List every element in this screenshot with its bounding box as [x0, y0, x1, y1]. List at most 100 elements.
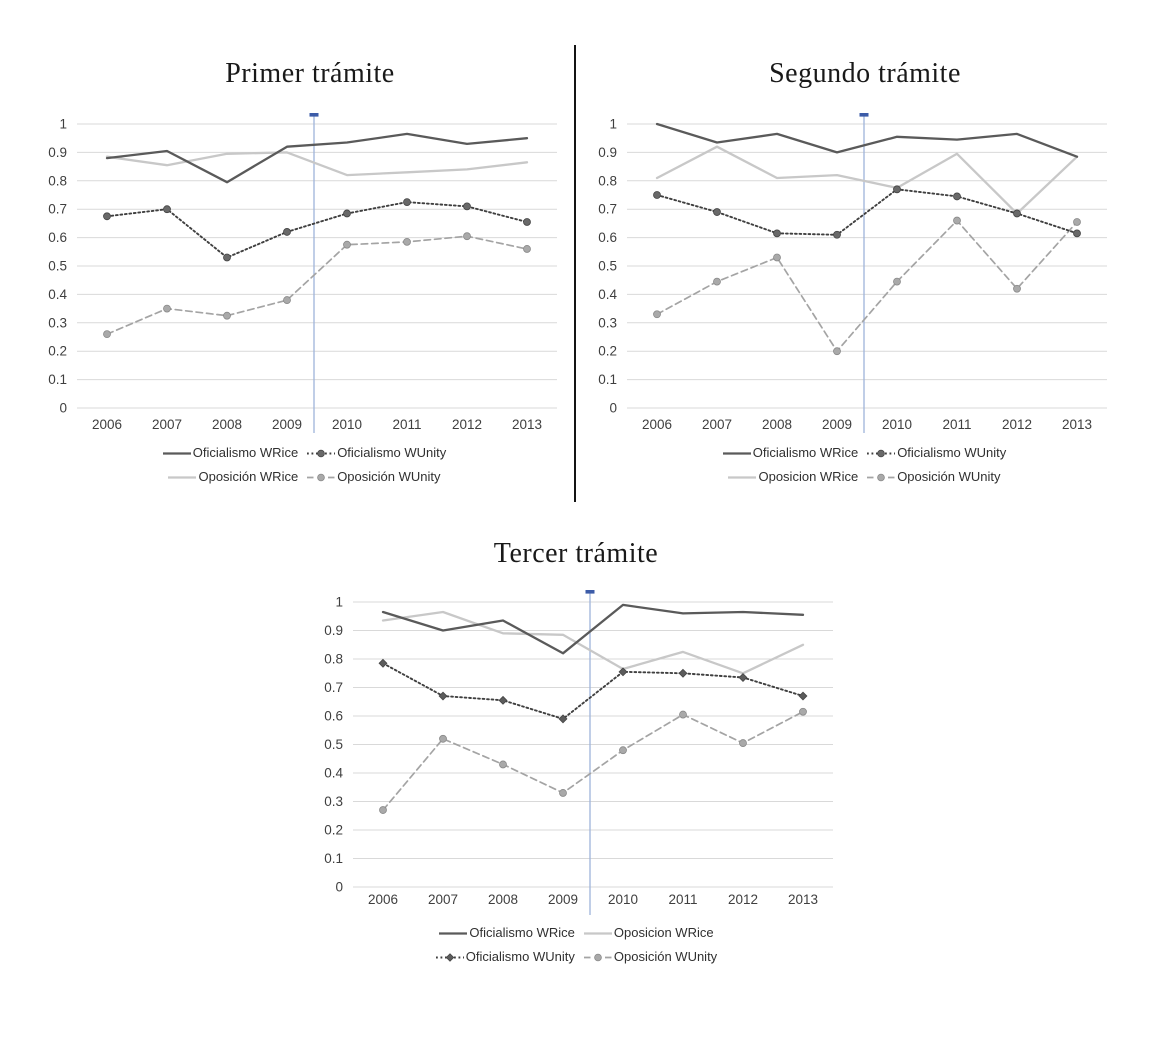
panel-divider-line	[574, 45, 576, 502]
legend-item-oposici-n-wunity: Oposición WUnity	[583, 949, 717, 965]
legend-swatch-solid	[162, 452, 191, 455]
legend-label: Oficialismo WUnity	[897, 445, 1007, 460]
series-line-oposici-n-wunity	[382, 710, 804, 811]
y-tick-label: 0.6	[324, 709, 343, 724]
series-marker-oposici-n-wunity	[499, 760, 507, 769]
legend-swatch-marker	[445, 953, 455, 962]
x-tick-label: 2009	[822, 417, 852, 432]
chart-segundo-tramite: Segundo trámite 1 0.9 0.8 0.7 0.6 0.5 0.4 0.3 0.…	[576, 40, 1152, 510]
series-marker-oposici-n-wunity	[559, 789, 567, 797]
series-line-oposici-n-wunity	[656, 219, 1078, 353]
series-marker-oficialismo-wunity	[283, 228, 291, 236]
legend-item-oficialismo-wrice: Oficialismo WRice	[162, 445, 298, 461]
y-tick-label: 0.4	[324, 766, 343, 781]
legend-item-oficialismo-wrice: Oficialismo WRice	[722, 445, 858, 461]
series-marker-oposici-n-wunity	[653, 310, 661, 319]
x-tick-label: 2013	[788, 892, 818, 907]
legend-swatch-dotted	[435, 953, 464, 962]
y-tick-label: 0.7	[598, 202, 617, 217]
y-tick-label: 0.4	[48, 287, 67, 302]
y-tick-label: 0.5	[324, 737, 343, 752]
y-tick-label: 0.8	[324, 652, 343, 667]
series-marker-oficialismo-wunity	[343, 209, 351, 218]
y-tick-label: 0.6	[48, 230, 67, 245]
series-marker-oposici-n-wunity	[739, 739, 747, 747]
legend-row: Oficialismo WRice Oposicion WRice	[288, 925, 864, 941]
chart-title: Primer trámite	[225, 58, 395, 89]
series-marker-oficialismo-wunity	[798, 691, 808, 701]
series-marker-oposici-n-wunity	[223, 311, 231, 320]
y-tick-label: 1	[59, 117, 67, 132]
chart-primer-tramite: Primer trámite 1 0.9 0.8 0.7 0.6 0.5 0.4 0.3 0.2…	[0, 40, 576, 510]
x-tick-label: 2013	[1062, 417, 1092, 432]
legend-label: Oposición WUnity	[897, 469, 1001, 484]
y-tick-label: 0.3	[324, 794, 343, 809]
x-tick-label: 2012	[452, 417, 482, 432]
series-line-oposicion-wrice	[381, 610, 805, 675]
legend-label: Oficialismo WRice	[192, 445, 299, 460]
series-marker-oficialismo-wunity	[618, 667, 628, 677]
series-marker-oficialismo-wunity	[523, 218, 531, 226]
x-tick-label: 2010	[882, 417, 912, 432]
legend-item-oposici-n-wrice: Oposición WRice	[167, 469, 298, 485]
legend-swatch-marker	[877, 449, 885, 458]
series-line-oficialismo-wunity	[656, 188, 1078, 236]
series-marker-oposici-n-wunity	[163, 304, 171, 313]
y-tick-label: 0.9	[598, 145, 617, 160]
x-tick-label: 2012	[728, 892, 758, 907]
series-marker-oposici-n-wunity	[103, 330, 111, 339]
legend-item-oficialismo-wrice: Oficialismo WRice	[438, 925, 575, 941]
x-tick-label: 2007	[428, 892, 458, 907]
legend-item-oficialismo-wunity: Oficialismo WUnity	[866, 445, 1006, 461]
x-tick-label: 2006	[642, 417, 672, 432]
y-tick-label: 1	[335, 595, 343, 610]
legend-swatch-dotted	[307, 449, 336, 458]
series-marker-oposici-n-wunity	[343, 240, 351, 249]
series-marker-oposici-n-wunity	[953, 216, 961, 225]
series-marker-oficialismo-wunity	[378, 658, 388, 668]
series-line-oposici-n-wunity	[106, 235, 528, 336]
series-marker-oficialismo-wunity	[163, 205, 171, 214]
y-tick-label: 0.1	[598, 372, 617, 387]
legend-item-oposicion-wrice: Oposicion WRice	[727, 469, 858, 485]
series-marker-oficialismo-wunity	[498, 695, 508, 705]
y-tick-label: 0.5	[48, 259, 67, 274]
series-marker-oficialismo-wunity	[1013, 209, 1021, 218]
legend-row: Oficialismo WUnity Oposición WUnity	[288, 949, 864, 965]
series-marker-oficialismo-wunity	[653, 191, 661, 199]
y-tick-label: 0	[335, 880, 343, 895]
series-marker-oficialismo-wunity	[558, 714, 568, 724]
series-line-oficialismo-wrice	[381, 603, 805, 655]
intervention-vline-cap	[585, 590, 595, 594]
y-tick-label: 0.9	[48, 145, 67, 160]
chart-tercer-tramite: Tercer trámite 1 0.9 0.8 0.7 0.6 0.5 0.4 0.3 0.2…	[288, 530, 864, 1000]
series-marker-oposici-n-wunity	[893, 277, 901, 286]
legend-item-oposici-n-wunity: Oposición WUnity	[866, 469, 1001, 485]
legend-swatch-solid	[583, 932, 612, 935]
x-tick-label: 2006	[368, 892, 398, 907]
series-marker-oposici-n-wunity	[799, 707, 807, 716]
legend-label: Oposición WUnity	[613, 949, 718, 964]
y-tick-label: 0.2	[48, 344, 67, 359]
intervention-vline-cap	[309, 113, 319, 117]
legend-row: Oposición WRice Oposición WUnity	[16, 469, 592, 485]
series-marker-oficialismo-wunity	[738, 673, 748, 682]
x-tick-label: 2006	[92, 417, 122, 432]
series-marker-oficialismo-wunity	[223, 253, 231, 262]
y-tick-label: 0.1	[48, 372, 67, 387]
y-tick-label: 0.2	[598, 344, 617, 359]
y-tick-label: 0.4	[598, 287, 617, 302]
x-tick-label: 2011	[668, 892, 697, 907]
series-marker-oficialismo-wunity	[953, 192, 961, 201]
series-line-oficialismo-wrice	[105, 132, 529, 184]
series-marker-oficialismo-wunity	[463, 202, 471, 211]
series-marker-oficialismo-wunity	[833, 230, 841, 239]
y-tick-label: 0.7	[48, 202, 67, 217]
y-tick-label: 0.3	[48, 315, 67, 330]
y-tick-label: 0.1	[324, 851, 343, 866]
series-marker-oficialismo-wunity	[438, 691, 448, 701]
x-tick-label: 2012	[1002, 417, 1032, 432]
y-tick-label: 0	[609, 401, 617, 416]
legend-row: Oficialismo WRice Oficialismo WUnity	[576, 445, 1152, 461]
line-chart-plot: 1 0.9 0.8 0.7 0.6 0.5 0.4 0.3 0.2 0.1 0 2006 2007 200…	[598, 113, 1107, 433]
